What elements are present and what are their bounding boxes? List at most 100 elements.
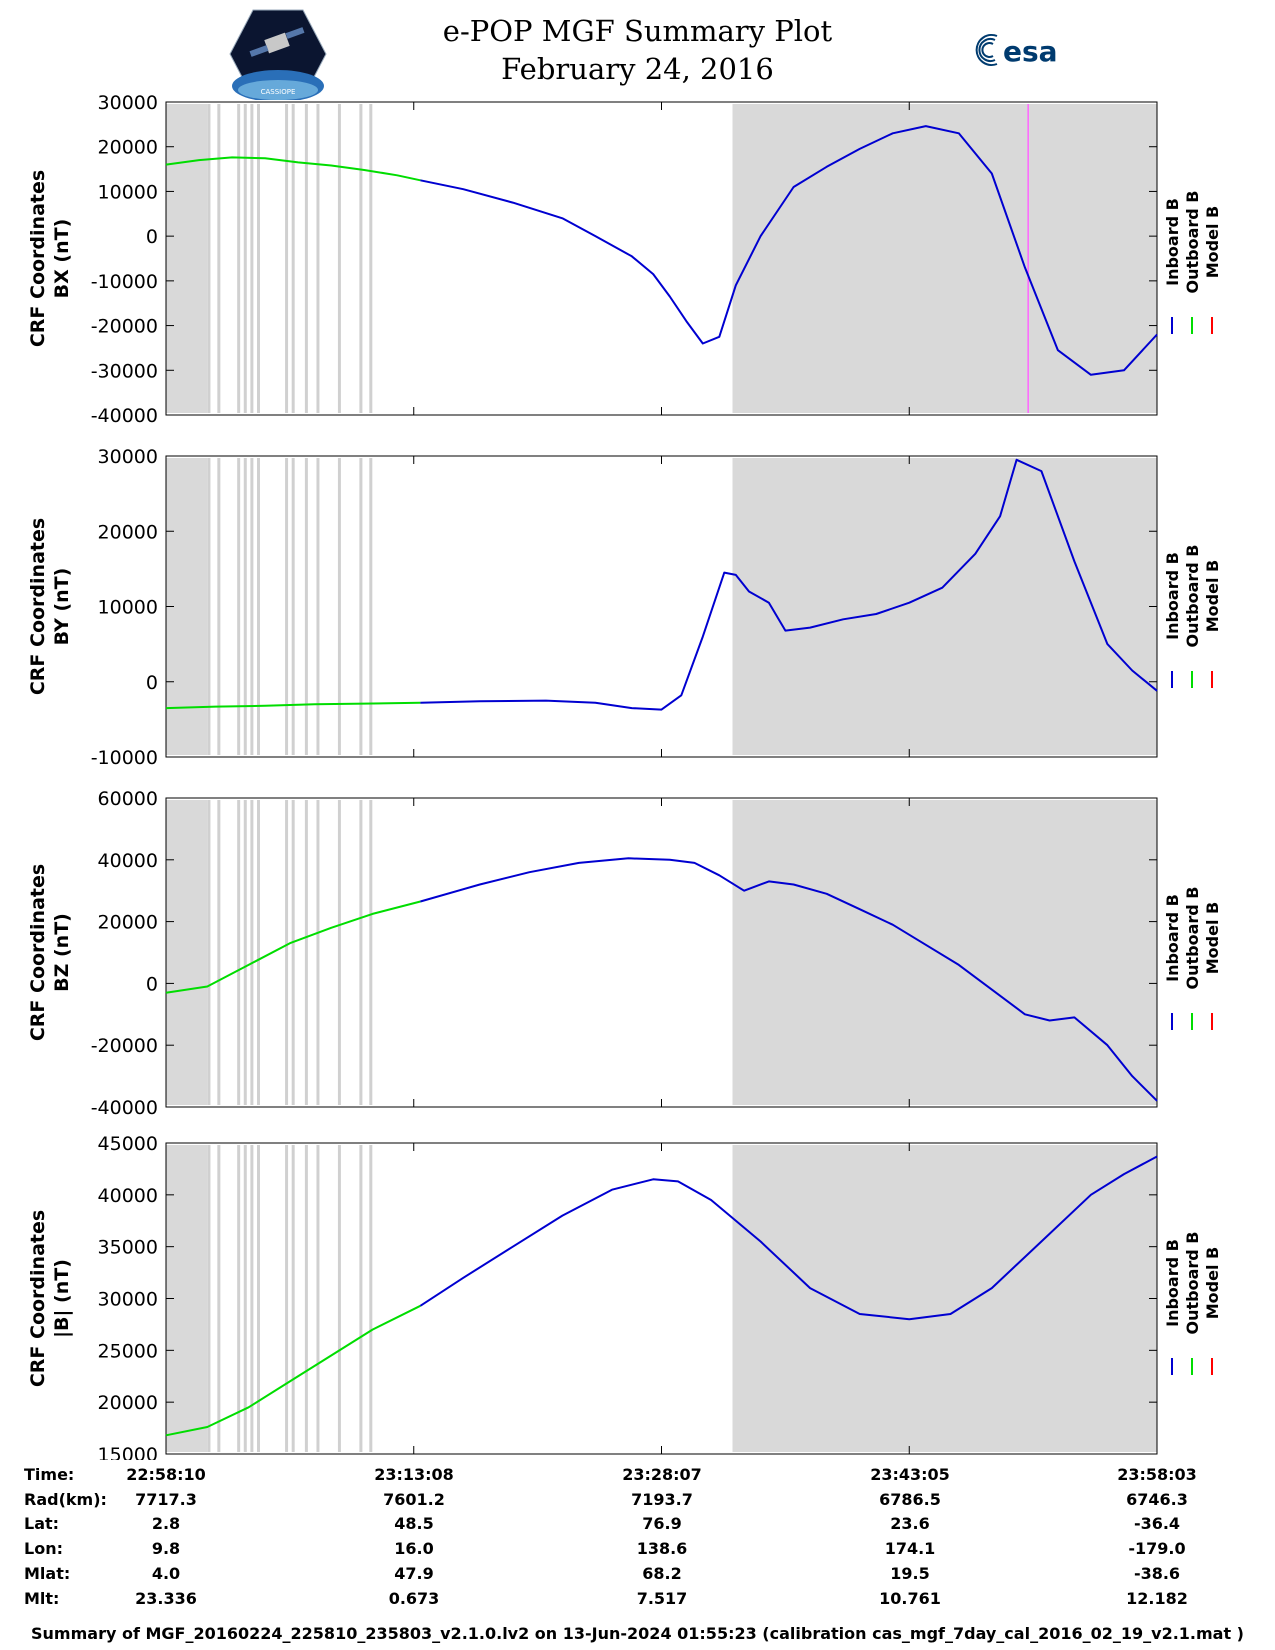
- outboard-b-line: [165, 1304, 421, 1437]
- y-axis-label-line2: BY (nT): [51, 568, 73, 646]
- info-value: 23.336: [135, 1589, 197, 1608]
- shade-region: [732, 458, 1157, 755]
- y-tick-label: 25000: [98, 1340, 158, 1362]
- y-tick-label: 0: [146, 226, 158, 248]
- y-tick-label: 20000: [98, 912, 158, 934]
- panel-by: 30000 20000 10000 0 -10000 CRF Coordinates BY …: [27, 446, 1222, 769]
- info-value: 22:58:10: [126, 1465, 206, 1484]
- legend-label: Model B: [1203, 1247, 1222, 1319]
- plot-date: February 24, 2016: [501, 52, 774, 86]
- y-tick-label: 45000: [98, 1133, 158, 1155]
- info-value: 23.6: [890, 1514, 930, 1533]
- y-axis-label-line2: |B| (nT): [51, 1259, 73, 1338]
- shade-region: [166, 104, 208, 413]
- y-tick-label: -10000: [91, 747, 158, 769]
- info-value: 16.0: [394, 1539, 434, 1558]
- header: e-POP MGF Summary Plot February 24, 2016…: [0, 0, 1275, 100]
- y-tick-label: -20000: [91, 1035, 158, 1057]
- y-axis-label-line2: BX (nT): [51, 219, 73, 299]
- y-tick-label: 10000: [98, 597, 158, 619]
- info-value: 7193.7: [631, 1490, 693, 1509]
- shade-region: [732, 1145, 1157, 1452]
- info-value: -36.4: [1133, 1514, 1181, 1533]
- legend-label: Inboard B: [1163, 552, 1182, 640]
- info-value: 7717.3: [135, 1490, 197, 1509]
- y-tick-label: 40000: [98, 850, 158, 872]
- info-value: 138.6: [636, 1539, 688, 1558]
- info-value: 23:58:03: [1117, 1465, 1197, 1484]
- info-row-label: Time:: [24, 1465, 75, 1484]
- y-axis-label-line2: BZ (nT): [51, 913, 73, 992]
- esa-logo-text: esa: [1003, 35, 1058, 68]
- info-value: 76.9: [642, 1514, 682, 1533]
- orbit-info-table: Time: Rad(km): Lat: Lon: Mlat: Mlt: 22:58:10 77…: [0, 1460, 1275, 1620]
- info-value: 12.182: [1126, 1589, 1188, 1608]
- info-value: 10.761: [879, 1589, 941, 1608]
- y-tick-label: -20000: [91, 316, 158, 338]
- y-tick-label: -40000: [91, 1097, 158, 1119]
- y-tick-label: 40000: [98, 1185, 158, 1207]
- legend-label: Model B: [1203, 206, 1222, 278]
- y-tick-label: 60000: [98, 788, 158, 810]
- legend-label: Outboard B: [1183, 887, 1202, 990]
- outboard-b-line: [165, 156, 421, 182]
- info-value: 6786.5: [879, 1490, 941, 1509]
- cassiope-logo: CASSIOPE: [229, 9, 327, 100]
- shade-region: [166, 800, 208, 1105]
- inboard-b-line: [420, 458, 1158, 711]
- y-axis-label-line1: CRF Coordinates: [27, 864, 49, 1041]
- info-value: 23:43:05: [870, 1465, 950, 1484]
- y-tick-label: 0: [146, 973, 158, 995]
- footer-summary: Summary of MGF_20160224_225810_235803_v2…: [31, 1624, 1244, 1643]
- y-tick-label: -10000: [91, 271, 158, 293]
- info-value: 174.1: [884, 1539, 936, 1558]
- outboard-b-line: [165, 701, 421, 710]
- info-value: 23:13:08: [374, 1465, 454, 1484]
- info-value: -38.6: [1133, 1564, 1181, 1583]
- info-value: 68.2: [642, 1564, 682, 1583]
- legend-label: Outboard B: [1183, 191, 1202, 294]
- info-value: 7.517: [636, 1589, 688, 1608]
- info-value: 19.5: [890, 1564, 930, 1583]
- y-axis-label-line1: CRF Coordinates: [27, 518, 49, 695]
- legend-label: Outboard B: [1183, 545, 1202, 648]
- inboard-b-line: [420, 857, 1158, 1102]
- info-value: 23:28:07: [622, 1465, 702, 1484]
- info-row-label: Lat:: [24, 1514, 60, 1533]
- y-tick-label: 20000: [98, 521, 158, 543]
- shade-region: [732, 800, 1157, 1105]
- y-tick-label: 15000: [98, 1444, 158, 1460]
- inboard-b-line: [420, 125, 1158, 376]
- legend-label: Inboard B: [1163, 894, 1182, 982]
- info-row-label: Rad(km):: [24, 1490, 107, 1509]
- legend-label: Model B: [1203, 902, 1222, 974]
- info-value: 9.8: [151, 1539, 181, 1558]
- y-axis-label-line1: CRF Coordinates: [27, 170, 49, 347]
- shade-region: [732, 104, 1157, 413]
- y-tick-label: 35000: [98, 1237, 158, 1259]
- info-value: 7601.2: [383, 1490, 445, 1509]
- info-value: -179.0: [1128, 1539, 1186, 1558]
- y-tick-label: 20000: [98, 1392, 158, 1414]
- info-value: 2.8: [151, 1514, 181, 1533]
- info-value: 0.673: [388, 1589, 440, 1608]
- inboard-b-line: [419, 1155, 1158, 1321]
- panel-bx: 30000 20000 10000 0 -10000 -20000 -30000 -40000…: [27, 92, 1222, 427]
- info-row-label: Lon:: [24, 1539, 63, 1558]
- legend-label: Inboard B: [1163, 1239, 1182, 1327]
- cassiope-logo-text: CASSIOPE: [261, 88, 296, 96]
- y-tick-label: 0: [146, 672, 158, 694]
- y-tick-label: -30000: [91, 360, 158, 382]
- esa-logo: esa: [975, 34, 1058, 68]
- plots-area: 30000 20000 10000 0 -10000 -20000 -30000 -40000…: [27, 92, 1222, 1460]
- y-tick-label: 10000: [98, 181, 158, 203]
- info-value: 4.0: [151, 1564, 181, 1583]
- panel-bz: 60000 40000 20000 0 -20000 -40000 CRF Coordina…: [27, 788, 1222, 1119]
- plot-title: e-POP MGF Summary Plot: [442, 14, 833, 48]
- outboard-b-line: [165, 900, 421, 994]
- y-tick-label: 30000: [98, 1289, 158, 1311]
- legend-label: Model B: [1203, 560, 1222, 632]
- info-row-label: Mlat:: [24, 1564, 71, 1583]
- y-tick-label: 20000: [98, 137, 158, 159]
- legend-label: Inboard B: [1163, 198, 1182, 286]
